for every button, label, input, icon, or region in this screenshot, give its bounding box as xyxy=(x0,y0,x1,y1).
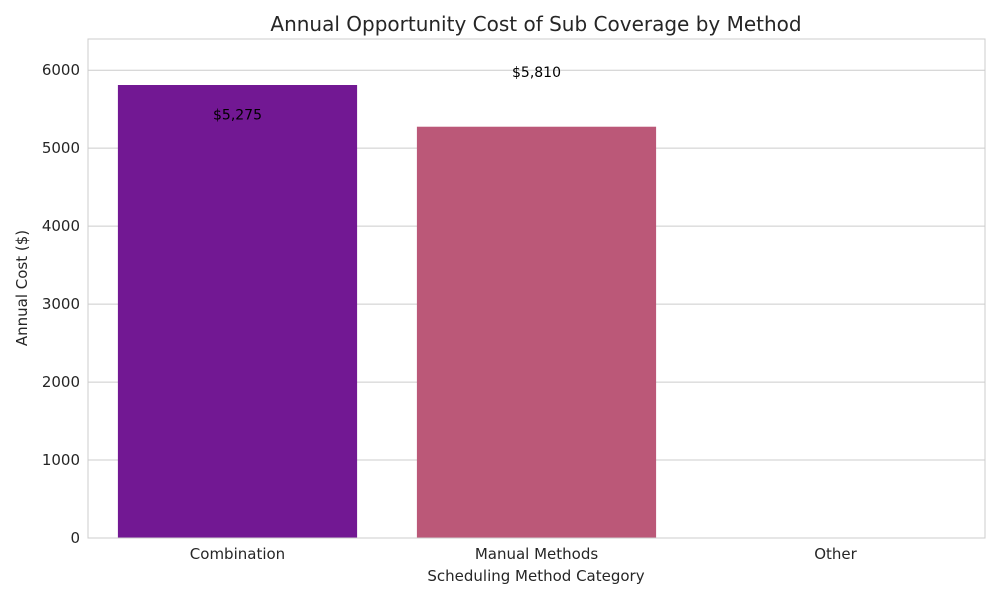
y-tick-label: 6000 xyxy=(42,61,80,79)
bar-combination xyxy=(117,85,358,539)
x-tick-label: Other xyxy=(814,545,857,563)
chart-title: Annual Opportunity Cost of Sub Coverage … xyxy=(270,12,801,36)
x-axis-label: Scheduling Method Category xyxy=(427,567,644,585)
y-axis-ticks: 0 1000 2000 3000 4000 5000 6000 xyxy=(42,61,80,547)
x-tick-label: Combination xyxy=(190,545,285,563)
bars xyxy=(117,85,657,539)
plot-frame xyxy=(87,38,986,539)
bar-manual-methods xyxy=(416,126,657,538)
x-axis-ticks: Combination Manual Methods Other xyxy=(190,545,858,563)
y-axis-label: Annual Cost ($) xyxy=(13,230,31,346)
y-tick-label: 3000 xyxy=(42,295,80,313)
data-labels: $5,275 $5,810 xyxy=(213,65,561,123)
data-label: $5,810 xyxy=(512,65,561,81)
y-tick-label: 4000 xyxy=(42,217,80,235)
y-tick-label: 5000 xyxy=(42,139,80,157)
y-tick-label: 0 xyxy=(70,529,80,547)
x-tick-label: Manual Methods xyxy=(475,545,599,563)
data-label: $5,275 xyxy=(213,107,262,123)
y-tick-label: 1000 xyxy=(42,451,80,469)
y-tick-label: 2000 xyxy=(42,373,80,391)
